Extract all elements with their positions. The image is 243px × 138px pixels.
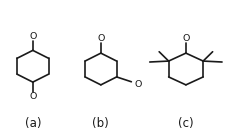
Text: O: O	[97, 34, 104, 43]
Text: O: O	[182, 34, 190, 43]
Text: (c): (c)	[178, 117, 194, 130]
Text: (a): (a)	[25, 117, 41, 130]
Text: (b): (b)	[93, 117, 109, 130]
Text: O: O	[29, 32, 36, 41]
Text: O: O	[29, 92, 36, 101]
Text: O: O	[135, 79, 142, 89]
